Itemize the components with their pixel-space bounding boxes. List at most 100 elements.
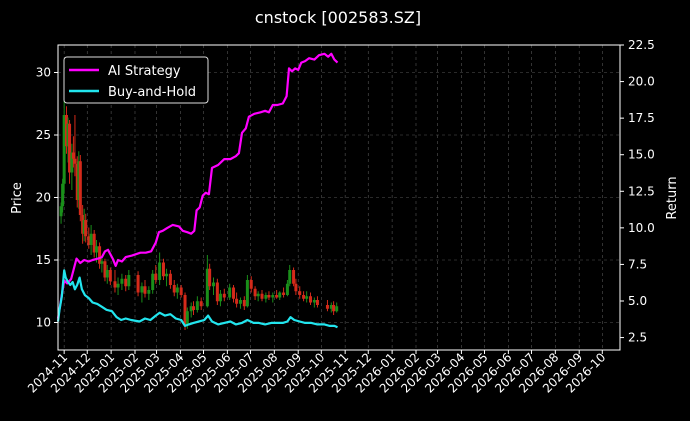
candle-body-75: [302, 295, 306, 299]
candle-body-83: [335, 306, 339, 312]
candle-body-20: [100, 261, 104, 264]
y-axis-right: 2.5 5.0 7.5 10.0 12.5 15.0 17.5 20.0 22.5: [620, 38, 655, 345]
candle-body-4: [66, 123, 70, 147]
candle-body-46: [195, 301, 199, 310]
buy-and-hold-line: [56, 269, 338, 329]
candle-body-73: [294, 283, 298, 292]
candle-body-25: [116, 283, 120, 288]
candle-body-27: [124, 278, 128, 287]
y2-tick-label-17-5: 17.5: [628, 111, 655, 125]
price-candles: [59, 97, 339, 330]
candle-body-17: [92, 233, 96, 253]
return-lines: [56, 52, 339, 329]
y-tick-label-30: 30: [36, 66, 51, 80]
candle-body-10: [77, 161, 81, 200]
candle-body-26: [120, 278, 124, 284]
y-tick-label-25: 25: [36, 128, 51, 142]
candle-body-6: [70, 152, 74, 173]
candle-body-19: [98, 246, 102, 264]
chart-title: cnstock [002583.SZ]: [255, 8, 421, 27]
legend-label-buy-and-hold: Buy-and-Hold: [108, 85, 196, 100]
candle-body-43: [185, 311, 189, 325]
y-tick-label-15: 15: [36, 253, 51, 267]
y2-tick-label-15-0: 15.0: [628, 148, 655, 162]
candle-body-16: [89, 233, 93, 245]
candle-body-42: [183, 295, 187, 325]
candle-body-71: [288, 270, 292, 284]
y-tick-label-10: 10: [36, 316, 51, 330]
candle-body-70: [285, 283, 289, 295]
candle-body-67: [275, 295, 279, 298]
candle-body-11: [78, 161, 82, 215]
candle-body-50: [212, 282, 216, 287]
ai-strategy-line: [56, 52, 339, 319]
candle-body-60: [249, 280, 253, 289]
candle-body-35: [158, 262, 162, 280]
candle-body-66: [271, 295, 275, 298]
candle-body-57: [238, 300, 242, 304]
y-tick-label-20: 20: [36, 191, 51, 205]
candle-body-34: [154, 273, 158, 280]
candle-body-2: [62, 115, 66, 184]
candle-body-62: [256, 293, 260, 297]
candle-body-53: [222, 293, 226, 298]
candle-body-9: [75, 163, 79, 200]
candle-body-30: [140, 286, 144, 293]
candle-body-55: [232, 287, 236, 299]
candle-body-54: [228, 287, 232, 298]
candle-body-79: [315, 300, 319, 305]
candle-body-76: [305, 296, 309, 299]
candle-body-69: [282, 292, 286, 295]
candle-body-24: [113, 281, 117, 288]
y2-tick-label-20-0: 20.0: [628, 75, 655, 89]
y2-tick-label-12-5: 12.5: [628, 184, 655, 198]
candle-body-36: [161, 262, 165, 277]
candle-body-45: [191, 306, 195, 310]
candle-body-48: [205, 268, 209, 307]
candle-body-38: [168, 273, 172, 285]
candle-body-37: [165, 273, 169, 277]
candle-body-59: [245, 280, 249, 307]
candle-body-0: [59, 206, 63, 217]
candle-body-56: [235, 298, 239, 304]
candle-body-28: [127, 275, 131, 287]
legend-label-ai-strategy: AI Strategy: [108, 64, 181, 79]
candle-body-39: [172, 285, 176, 293]
candle-body-65: [267, 295, 271, 298]
candle-body-63: [260, 293, 264, 299]
candle-body-47: [199, 301, 203, 307]
candle-body-77: [309, 296, 313, 303]
candle-body-13: [82, 220, 86, 234]
candle-body-21: [103, 261, 107, 278]
candle-body-52: [218, 293, 222, 302]
candle-body-15: [87, 236, 91, 245]
legend-box: [63, 56, 209, 104]
candle-body-23: [108, 270, 112, 282]
legend: AI Strategy Buy-and-Hold: [63, 56, 209, 104]
candle-body-68: [278, 292, 282, 298]
candle-body-74: [298, 291, 302, 295]
candle-body-40: [175, 287, 179, 293]
y-axis-left: 10 15 20 25 30: [36, 66, 58, 330]
candle-body-22: [105, 270, 109, 278]
y2-axis-label: Return: [665, 176, 680, 219]
candle-body-44: [189, 306, 193, 312]
candle-body-49: [208, 268, 212, 287]
candle-body-33: [151, 273, 155, 290]
candle-body-32: [147, 290, 151, 294]
candle-body-58: [242, 300, 246, 307]
candle-body-41: [179, 287, 183, 295]
y2-tick-label-10-0: 10.0: [628, 221, 655, 235]
candle-body-7: [71, 152, 75, 159]
y2-tick-label-2-5: 2.5: [628, 331, 647, 345]
candle-body-3: [64, 115, 68, 147]
candle-body-29: [136, 275, 140, 293]
candle-body-72: [292, 270, 296, 284]
candle-body-61: [253, 288, 257, 297]
candle-body-18: [94, 246, 98, 253]
candle-body-80: [325, 305, 329, 309]
candle-body-8: [73, 158, 77, 164]
candle-body-78: [312, 300, 316, 303]
y-axis-label: Price: [10, 182, 25, 214]
